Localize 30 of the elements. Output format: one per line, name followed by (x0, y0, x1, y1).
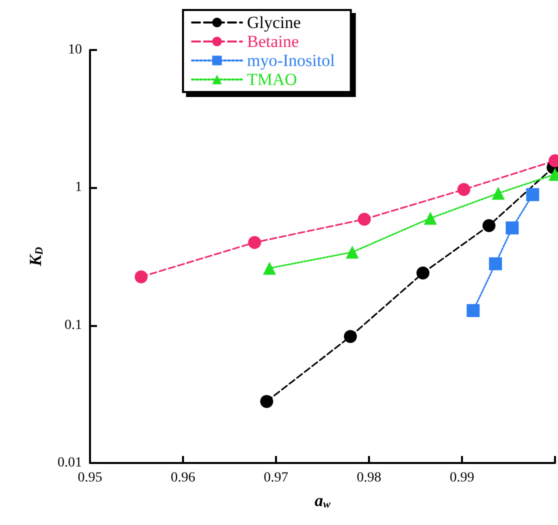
x-tick-label: 0.95 (78, 470, 102, 486)
point (457, 182, 470, 196)
y-tick-label: 0.01 (58, 456, 82, 470)
y-tick-label: 10 (68, 42, 82, 58)
point (248, 236, 262, 249)
y-axis-title: KD (26, 246, 46, 268)
legend-label: Glycine (247, 13, 301, 32)
point (262, 262, 276, 275)
y-tick-label: 1 (75, 180, 82, 196)
point (526, 188, 540, 202)
point (488, 257, 502, 270)
legend-label: Betaine (247, 32, 299, 51)
point (424, 212, 437, 225)
point (492, 186, 505, 200)
point (416, 266, 430, 280)
x-tick-label: 0.97 (264, 470, 288, 486)
x-tick-label: 0.99 (450, 470, 474, 486)
point (134, 270, 148, 284)
point (482, 219, 496, 232)
point (344, 330, 357, 343)
x-tick-label: 0.98 (356, 470, 382, 486)
y-tick-label: 0.1 (64, 318, 82, 333)
point (346, 246, 359, 259)
point (358, 212, 371, 226)
legend-label: TMAO (247, 70, 298, 89)
point (260, 394, 274, 408)
point (506, 221, 519, 234)
point (466, 304, 480, 318)
x-tick-label: 0.96 (170, 470, 196, 486)
legend-label: myo-Inositol (247, 51, 336, 70)
